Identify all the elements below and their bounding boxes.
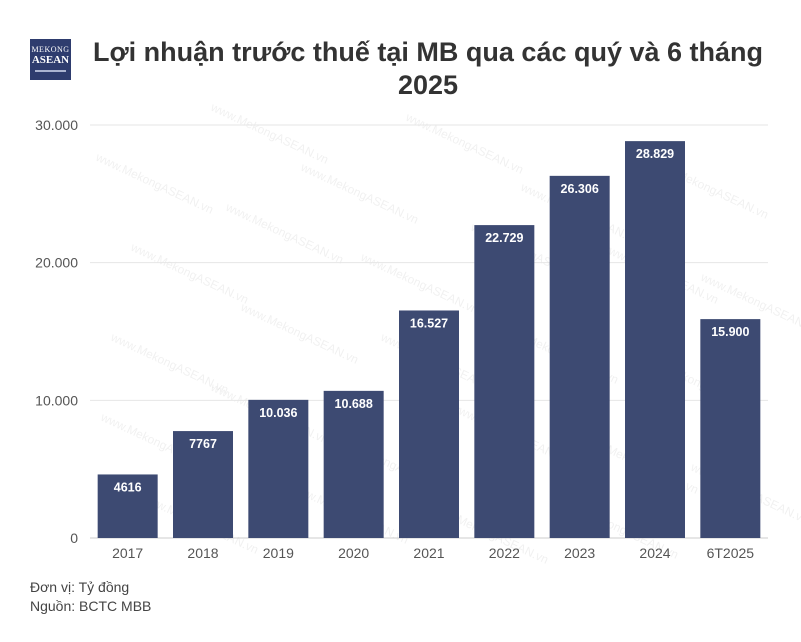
x-tick-labels: 2017 2018 2019 2020 2021 2022 2023 2024 6T2025 (112, 545, 754, 561)
chart-footer: Đơn vị: Tỷ đồng Nguồn: BCTC MBB (30, 578, 151, 616)
data-label: 10.036 (259, 406, 297, 420)
bars (97, 141, 761, 539)
bar-2023 (549, 175, 610, 538)
x-tick-label: 2018 (187, 545, 218, 561)
bar-2021 (399, 310, 459, 538)
watermark-text: www.MekongASEAN.vn (358, 250, 481, 317)
x-tick-label: 2019 (263, 545, 294, 561)
data-label: 15.900 (711, 325, 749, 339)
bar-2024 (625, 141, 685, 538)
x-tick-label: 2017 (112, 545, 143, 561)
watermark-text: www.MekongASEAN.vn (403, 110, 526, 177)
watermark-text: www.MekongASEAN.vn (298, 160, 421, 227)
y-tick-label: 0 (70, 530, 78, 546)
data-label: 26.306 (561, 182, 599, 196)
y-tick-labels: 0 10.000 20.000 30.000 (35, 117, 78, 546)
y-tick-label: 20.000 (35, 255, 78, 271)
chart-title: Lợi nhuận trước thuế tại MB qua các quý … (92, 37, 764, 100)
bar-2017 (97, 474, 158, 538)
watermark-text: www.MekongASEAN.vn (93, 150, 216, 217)
watermark-text: www.MekongASEAN.vn (223, 200, 346, 267)
data-label: 22.729 (485, 231, 523, 245)
unit-note: Đơn vị: Tỷ đồng (30, 579, 130, 595)
data-label: 16.527 (410, 316, 448, 330)
data-label: 4616 (114, 480, 142, 494)
watermark-text: www.MekongASEAN.vn (238, 300, 361, 367)
x-tick-label: 2020 (338, 545, 369, 561)
y-tick-label: 30.000 (35, 117, 78, 133)
bar-2020 (323, 390, 384, 538)
bar-2019 (248, 399, 309, 538)
x-tick-label: 2021 (413, 545, 444, 561)
logo-line-1: MEKONG (31, 45, 70, 54)
logo-line-2: ASEAN (31, 54, 70, 66)
bar-2022 (474, 225, 535, 539)
x-tick-label: 2023 (564, 545, 595, 561)
y-tick-label: 10.000 (35, 392, 78, 408)
bar-chart: www.MekongASEAN.vnwww.MekongASEAN.vnwww.… (35, 100, 801, 567)
bar-6T2025 (700, 319, 761, 538)
x-tick-label: 6T2025 (707, 545, 755, 561)
bar-2018 (173, 431, 233, 538)
data-label: 7767 (189, 437, 217, 451)
x-tick-label: 2024 (639, 545, 670, 561)
brand-logo: MEKONG ASEAN (30, 39, 71, 80)
source-note: Nguồn: BCTC MBB (30, 598, 152, 614)
data-label: 28.829 (636, 147, 674, 161)
value-labels: 4616 7767 10.036 10.688 16.527 22.729 26.306 28… (114, 147, 750, 494)
watermark-text: www.MekongASEAN.vn (128, 240, 251, 307)
watermark-text: www.MekongASEAN.vn (208, 100, 331, 167)
x-tick-label: 2022 (489, 545, 520, 561)
logo-underline (35, 70, 66, 72)
data-label: 10.688 (335, 397, 373, 411)
